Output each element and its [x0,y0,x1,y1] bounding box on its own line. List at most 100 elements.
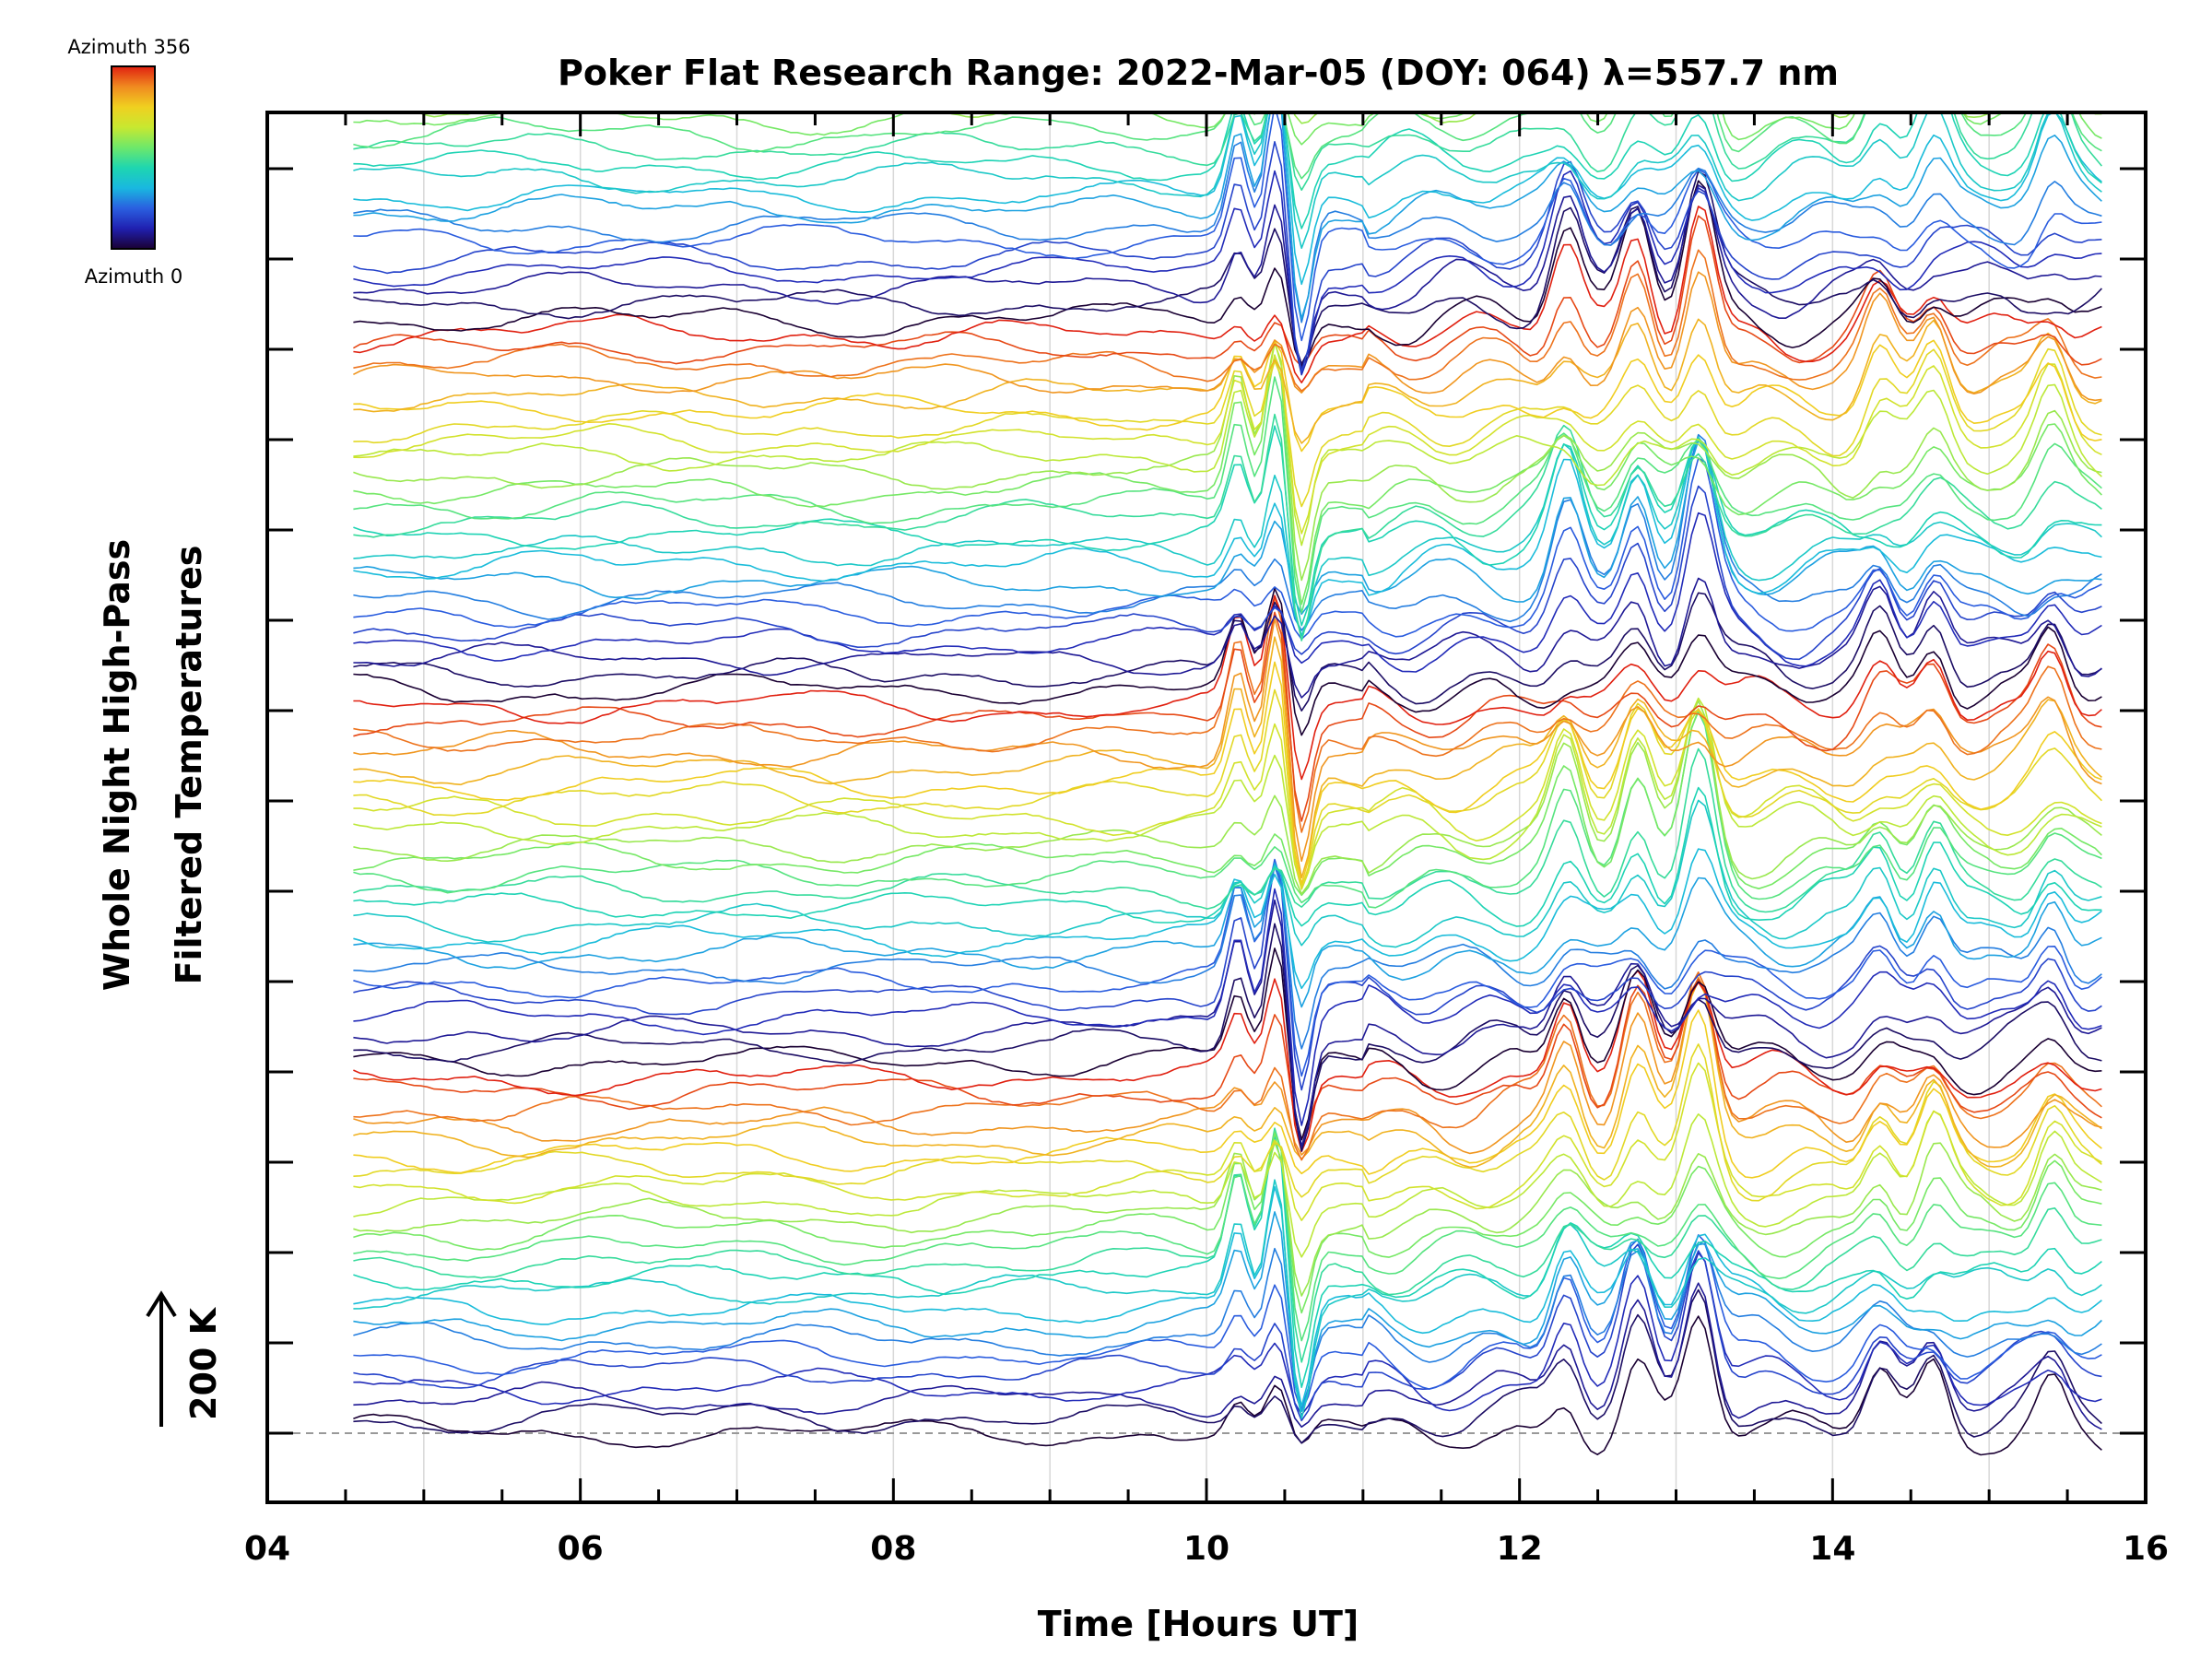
series-line [353,1282,2102,1430]
series-line [353,864,2102,1091]
series-line [353,112,2102,229]
series-line [353,1185,2102,1407]
colorbar-bottom-label: Azimuth 0 [85,265,183,288]
series-line [353,215,2102,368]
scale-bar: 200 K [146,1290,224,1427]
series-line [353,1179,2102,1419]
series-line [353,1252,2102,1416]
x-tick-label: 06 [558,1530,604,1568]
series-line [353,708,2102,890]
series-line [353,170,2102,376]
colorbar-bar [111,65,156,250]
series-line [353,709,2102,897]
series-line [353,180,2102,367]
x-tick-labels: 04 06 08 10 12 14 16 [244,1530,2169,1568]
series-line [353,457,2102,641]
series-line [353,342,2102,547]
series-line [353,786,2102,927]
x-tick-label: 14 [1809,1530,1855,1568]
series-line [353,425,2102,627]
series-line [353,1062,2102,1221]
series-line [353,697,2102,886]
series-line [353,1241,2102,1409]
series-line [353,436,2102,637]
series-line [353,0,2101,24]
series-line [353,862,2102,1008]
x-tick-label: 12 [1497,1530,1543,1568]
colorbar: Azimuth 356 Azimuth 0 [67,36,190,288]
series-line [353,440,2102,616]
series-line [353,512,2102,673]
series-line [353,923,2102,1152]
series-line [353,594,2102,781]
series-line [353,971,2102,1161]
series-line [353,700,2102,895]
series-line [353,865,2102,1050]
series-line [353,595,2102,833]
colorbar-top-label: Azimuth 356 [67,36,190,58]
series-line [353,413,2102,641]
series-line [353,436,2102,637]
series-line [353,1130,2102,1342]
series-line [353,711,2102,909]
series-group [353,0,2103,1456]
series-line [353,271,2102,402]
series-line [353,1243,2102,1422]
series-line [353,184,2102,371]
series-line [353,249,2102,392]
series-line [353,112,2102,180]
scale-arrow-head-icon [146,1290,177,1318]
series-line [353,347,2102,508]
series-line [353,171,2102,365]
series-line [353,1043,2102,1202]
series-line [353,661,2102,885]
series-line [353,636,2102,879]
series-line [353,112,2102,324]
series-line [353,339,2102,453]
series-line [353,587,2102,736]
series-line [353,354,2102,535]
series-line [353,1288,2102,1444]
x-tick-label: 08 [870,1530,916,1568]
x-axis-label: Time [Hours UT] [1038,1604,1359,1644]
series-line [353,618,2102,863]
series-line [353,112,2102,146]
series-line [353,592,2102,712]
chart-title: Poker Flat Research Range: 2022-Mar-05 (… [558,53,1839,93]
series-line [353,0,2101,40]
series-line [353,858,2102,1077]
series-line [353,354,2102,606]
series-line [353,0,2101,3]
axis-ticks [265,112,2147,1502]
series-line [353,112,2102,250]
scale-bar-label: 200 K [183,1306,224,1420]
series-line [353,206,2102,384]
series-line [353,577,2102,699]
y-axis-label-line1: Whole Night High-Pass [97,539,137,991]
series-line [353,980,2102,1169]
series-line [353,112,2103,191]
series-line [353,747,2102,913]
series-line [353,112,2102,320]
series-line [353,1234,2102,1412]
series-line [353,1141,2102,1297]
series-line [353,1133,2102,1314]
x-tick-label: 04 [244,1530,290,1568]
series-line [353,688,2102,889]
series-line [353,970,2102,1153]
series-line [353,1211,2102,1412]
series-line [353,433,2102,631]
series-line [353,141,2102,373]
series-line [353,976,2102,1156]
x-tick-label: 10 [1183,1530,1230,1568]
series-line [353,947,2102,1141]
series-line [353,611,2102,822]
series-line [353,888,2102,1126]
series-line [353,1009,2102,1179]
series-line [353,978,2102,1140]
x-tick-label: 16 [2123,1530,2169,1568]
series-line [353,485,2102,661]
y-axis-label-line2: Filtered Temperatures [169,546,209,985]
series-line [353,1111,2102,1258]
series-line [353,376,2102,614]
